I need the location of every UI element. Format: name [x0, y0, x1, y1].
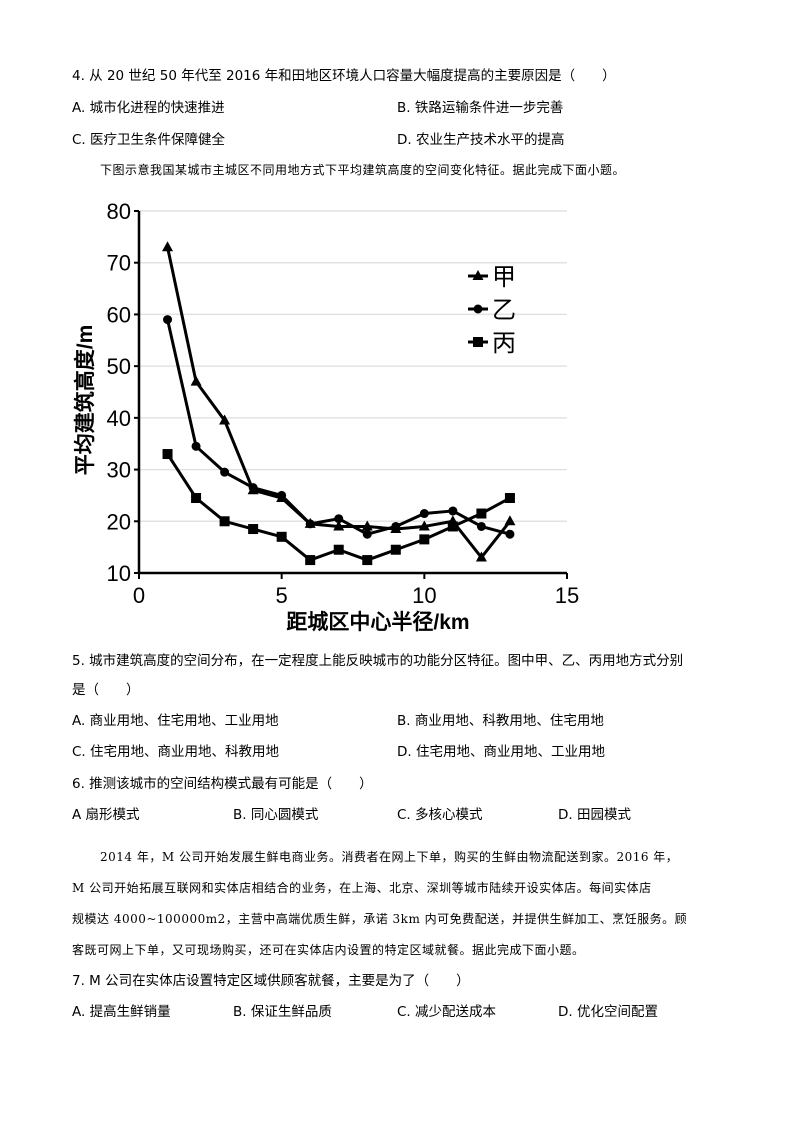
- square-marker-icon: [162, 449, 173, 460]
- legend-item: 甲: [468, 264, 516, 291]
- legend-label: 甲: [492, 264, 516, 291]
- circle-marker-icon: [277, 490, 287, 500]
- circle-marker-icon: [476, 521, 486, 531]
- intro2-line-4: 客既可网上下单，又可现场购买，还可在实体店内设置的特定区域就餐。据此完成下面小题…: [72, 943, 585, 957]
- q5-option-b: B. 商业用地、科教用地、住宅用地: [397, 713, 604, 729]
- square-marker-icon: [419, 534, 430, 545]
- gridlines: [139, 210, 567, 523]
- square-marker-icon: [473, 337, 483, 347]
- legend-item: 乙: [468, 297, 516, 324]
- question-6-stem: 6. 推测该城市的空间结构模式最有可能是（ ）: [72, 776, 373, 792]
- square-marker-icon: [362, 555, 373, 566]
- triangle-marker-icon: [418, 520, 430, 531]
- series-circle: [163, 315, 515, 539]
- x-tick-label: 5: [276, 583, 288, 608]
- triangle-marker-icon: [190, 375, 202, 386]
- intro2-line-2: M 公司开始拓展互联网和实体店相结合的业务，在上海、北京、深圳等城市陆续开设实体…: [72, 881, 652, 895]
- intro-chart: 下图示意我国某城市主城区不同用地方式下平均建筑高度的空间变化特征。据此完成下面小…: [100, 163, 626, 177]
- triangle-marker-icon: [472, 270, 484, 280]
- x-tick-label: 10: [412, 583, 436, 608]
- circle-marker-icon: [334, 514, 344, 524]
- intro2-line-3: 规模达 4000~100000m2，主营中高端优质生鲜，承诺 3km 内可免费配…: [72, 912, 688, 926]
- square-marker-icon: [248, 524, 259, 535]
- q4-option-d: D. 农业生产技术水平的提高: [397, 132, 565, 148]
- circle-marker-icon: [305, 519, 315, 529]
- q4-option-b: B. 铁路运输条件进一步完善: [397, 100, 564, 116]
- q7-option-a: A. 提高生鲜销量: [72, 1004, 171, 1020]
- intro2-line-1: 2014 年，M 公司开始发展生鲜电商业务。消费者在网上下单，购买的生鲜由物流配…: [100, 850, 679, 864]
- square-marker-icon: [447, 521, 458, 532]
- square-marker-icon: [476, 508, 487, 519]
- chart-legend: 甲乙丙: [468, 264, 516, 357]
- q5-option-a: A. 商业用地、住宅用地、工业用地: [72, 713, 279, 729]
- triangle-marker-icon: [219, 414, 231, 425]
- y-axis-label: 平均建筑高度/m: [73, 325, 97, 476]
- triangle-marker-icon: [504, 515, 516, 526]
- square-marker-icon: [276, 531, 287, 542]
- circle-marker-icon: [191, 441, 201, 451]
- y-tick-label: 10: [107, 561, 131, 586]
- y-tick-label: 20: [107, 509, 131, 534]
- circle-marker-icon: [248, 483, 258, 493]
- circle-marker-icon: [473, 304, 483, 314]
- square-marker-icon: [219, 516, 230, 527]
- circle-marker-icon: [419, 509, 429, 519]
- axes: 10 20 30 40 50 60 70 80 0 5 10 15: [107, 199, 580, 608]
- legend-item: 丙: [468, 330, 516, 357]
- q6-option-b: B. 同心圆模式: [233, 807, 319, 823]
- q5-option-c: C. 住宅用地、商业用地、科教用地: [72, 744, 280, 760]
- chart-series: [162, 241, 516, 566]
- y-tick-label: 70: [107, 251, 131, 276]
- square-marker-icon: [305, 555, 316, 566]
- square-marker-icon: [333, 544, 344, 555]
- triangle-marker-icon: [162, 241, 174, 252]
- circle-marker-icon: [391, 521, 401, 531]
- circle-marker-icon: [220, 467, 230, 477]
- square-marker-icon: [390, 544, 401, 555]
- circle-marker-icon: [163, 315, 173, 325]
- q6-option-c: C. 多核心模式: [397, 807, 483, 823]
- y-tick-label: 50: [107, 354, 131, 379]
- series-square: [162, 449, 515, 566]
- q4-option-c: C. 医疗卫生条件保障健全: [72, 132, 226, 148]
- legend-label: 乙: [492, 297, 516, 324]
- square-marker-icon: [191, 493, 202, 504]
- y-tick-label: 30: [107, 458, 131, 483]
- triangle-marker-icon: [333, 520, 345, 531]
- question-5-stem-line2: 是（ ）: [72, 682, 140, 698]
- square-marker-icon: [504, 493, 515, 504]
- q5-option-d: D. 住宅用地、商业用地、工业用地: [397, 744, 605, 760]
- q6-option-a: A 扇形模式: [72, 807, 140, 823]
- y-tick-label: 40: [107, 406, 131, 431]
- y-tick-label: 60: [107, 302, 131, 327]
- q7-option-d: D. 优化空间配置: [558, 1004, 658, 1020]
- x-tick-label: 15: [555, 583, 579, 608]
- triangle-marker-icon: [475, 551, 487, 562]
- line-chart: 10 20 30 40 50 60 70 80 0 5 10 15 甲乙丙 平均建筑高度/m 距城区中…: [73, 199, 580, 634]
- question-5-stem-line1: 5. 城市建筑高度的空间分布，在一定程度上能反映城市的功能分区特征。图中甲、乙、…: [72, 653, 684, 669]
- circle-marker-icon: [505, 529, 515, 539]
- question-4-stem: 4. 从 20 世纪 50 年代至 2016 年和田地区环境人口容量大幅度提高的…: [72, 68, 616, 84]
- legend-label: 丙: [492, 330, 516, 357]
- circle-marker-icon: [448, 506, 458, 516]
- q7-option-b: B. 保证生鲜品质: [233, 1004, 332, 1020]
- x-axis-label: 距城区中心半径/km: [286, 610, 469, 634]
- circle-marker-icon: [362, 529, 372, 539]
- q6-option-d: D. 田园模式: [558, 807, 631, 823]
- q4-option-a: A. 城市化进程的快速推进: [72, 100, 225, 116]
- triangle-marker-icon: [361, 520, 373, 531]
- question-7-stem: 7. M 公司在实体店设置特定区域供顾客就餐，主要是为了（ ）: [72, 973, 470, 989]
- y-tick-label: 80: [107, 199, 131, 224]
- x-tick-label: 0: [133, 583, 145, 608]
- q7-option-c: C. 减少配送成本: [397, 1004, 497, 1020]
